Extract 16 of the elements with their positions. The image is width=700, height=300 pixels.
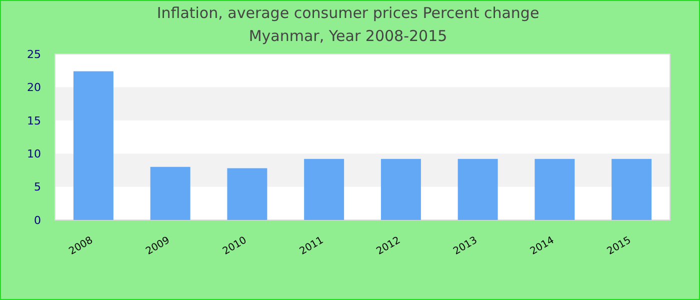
y-tick-label: 15 bbox=[27, 114, 41, 128]
bar bbox=[458, 158, 498, 220]
bar bbox=[227, 168, 268, 220]
bar bbox=[73, 71, 114, 220]
y-tick-label: 0 bbox=[34, 214, 41, 227]
bar bbox=[304, 158, 344, 220]
y-tick-label: 10 bbox=[27, 147, 41, 160]
bar bbox=[612, 158, 652, 220]
y-tick-label: 25 bbox=[27, 48, 41, 61]
chart-title: Inflation, average consumer prices Percent change bbox=[156, 4, 540, 22]
bar bbox=[534, 158, 575, 220]
bar bbox=[150, 166, 190, 220]
y-tick-label: 20 bbox=[27, 81, 41, 94]
y-tick-label: 5 bbox=[34, 180, 41, 194]
chart-subtitle: Myanmar, Year 2008-2015 bbox=[248, 27, 448, 45]
bar bbox=[380, 158, 421, 220]
